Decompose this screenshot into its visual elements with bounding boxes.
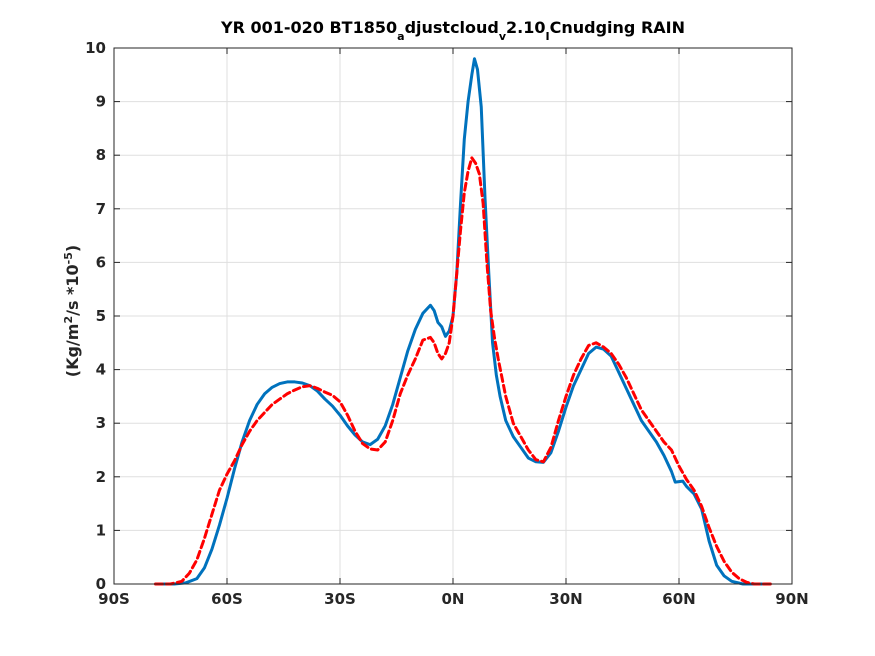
text-fragment: ) (63, 245, 82, 252)
series-layer (153, 57, 775, 586)
x-tick-label: 90S (98, 590, 130, 608)
y-tick-label: 7 (96, 200, 106, 218)
y-tick-label: 10 (85, 39, 106, 57)
x-tick-label: 30N (549, 590, 582, 608)
text-fragment: /s *10 (63, 264, 82, 316)
y-tick-label: 1 (96, 521, 106, 539)
text-fragment: djustcloud (405, 18, 499, 37)
y-axis-label: (Kg/m2/s *10-5) (62, 245, 83, 377)
text-fragment: -5 (62, 252, 75, 264)
y-tick-label: 3 (96, 414, 106, 432)
text-fragment: v (499, 30, 507, 43)
x-tick-label: 30S (324, 590, 356, 608)
x-tick-label: 90N (775, 590, 808, 608)
text-fragment: I (546, 30, 550, 43)
text-fragment: a (397, 30, 404, 43)
x-tick-label: 0N (442, 590, 465, 608)
text-fragment: 2.10 (506, 18, 545, 37)
series-2-line (153, 156, 775, 586)
x-tick-label: 60N (662, 590, 695, 608)
y-tick-labels: 0 1 2 3 4 5 6 7 8 9 10 (85, 39, 106, 593)
series-1-line (157, 57, 764, 586)
y-tick-label: 6 (96, 253, 106, 271)
y-tick-label: 4 (96, 361, 106, 379)
y-tick-label: 0 (96, 575, 106, 593)
x-tick-labels: 90S 60S 30S 0N 30N 60N 90N (98, 590, 809, 608)
chart-title: YR 001-020 BT1850adjustcloudv2.10ICnudgi… (220, 18, 685, 43)
y-tick-label: 2 (96, 468, 106, 486)
text-fragment: YR 001-020 BT1850 (220, 18, 397, 37)
text-fragment: (Kg/m (63, 324, 82, 378)
text-fragment: Cnudging RAIN (550, 18, 685, 37)
y-tick-label: 8 (96, 146, 106, 164)
y-tick-label: 5 (96, 307, 106, 325)
x-tick-label: 60S (211, 590, 243, 608)
text-fragment: 2 (62, 316, 75, 324)
ticks (113, 47, 793, 585)
y-tick-label: 9 (96, 93, 106, 111)
